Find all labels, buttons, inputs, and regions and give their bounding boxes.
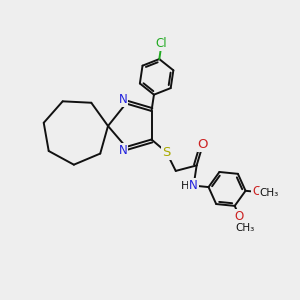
Text: CH₃: CH₃: [260, 188, 279, 198]
Text: O: O: [198, 138, 208, 151]
Text: S: S: [162, 146, 170, 159]
Text: N: N: [118, 93, 127, 106]
Text: N: N: [189, 179, 198, 192]
Text: N: N: [118, 144, 127, 157]
Text: O: O: [252, 185, 262, 198]
Text: H: H: [181, 181, 189, 190]
Text: O: O: [235, 210, 244, 223]
Text: Cl: Cl: [156, 37, 167, 50]
Text: CH₃: CH₃: [235, 223, 254, 233]
